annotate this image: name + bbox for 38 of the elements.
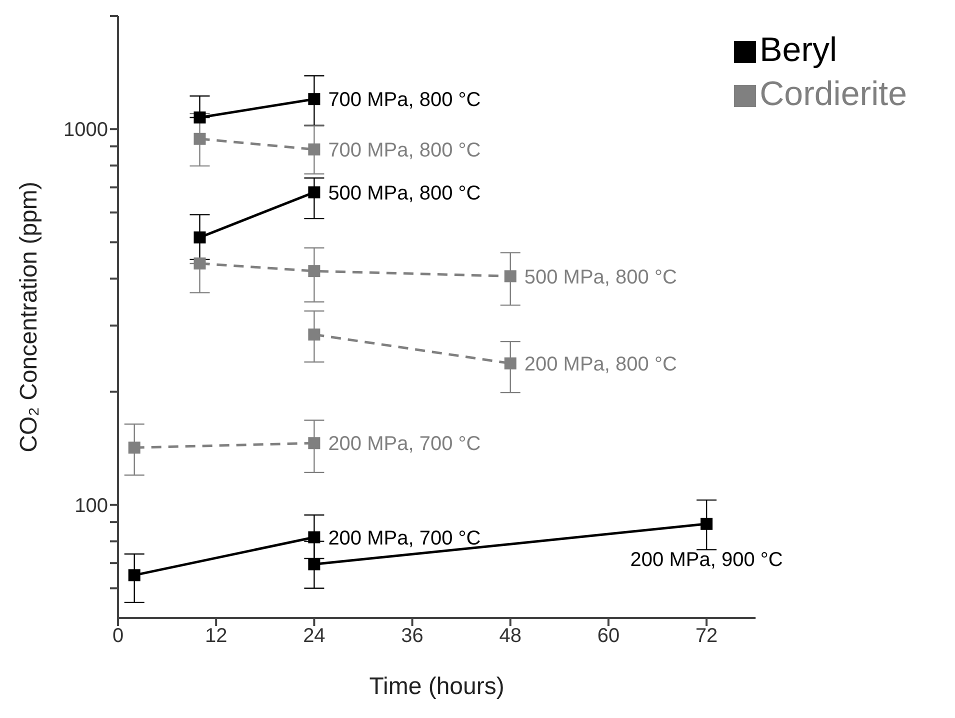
- legend-label: Cordierite: [760, 75, 907, 113]
- point: [128, 569, 140, 582]
- point: [308, 265, 320, 278]
- point: [504, 357, 516, 370]
- y-tick-label: 100: [74, 494, 108, 517]
- point: [308, 186, 320, 198]
- x-tick-label: 12: [204, 625, 228, 648]
- annotation: 500 MPa, 800 °C: [524, 266, 677, 288]
- point: [308, 558, 320, 570]
- point: [194, 257, 206, 270]
- x-tick-label: 72: [695, 625, 718, 648]
- point: [194, 132, 206, 145]
- annotation: 700 MPa, 800 °C: [328, 89, 481, 112]
- annotation: 500 MPa, 800 °C: [328, 182, 481, 204]
- point: [504, 270, 516, 282]
- annotation: 200 MPa, 800 °C: [524, 353, 677, 376]
- x-tick-label: 60: [597, 625, 620, 648]
- point: [308, 143, 320, 156]
- point: [308, 531, 320, 544]
- x-axis-title: Time (hours): [369, 673, 504, 700]
- point: [308, 328, 320, 341]
- point: [194, 231, 206, 244]
- annotation: 700 MPa, 800 °C: [328, 140, 481, 162]
- y-axis-title: CO₂ Concentration (ppm): [16, 182, 43, 452]
- x-tick-label: 0: [112, 625, 124, 648]
- legend-label: Beryl: [760, 31, 838, 69]
- y-tick-label: 1000: [64, 119, 108, 142]
- annotation: 200 MPa, 900 °C: [630, 549, 783, 572]
- point: [308, 93, 320, 106]
- point: [308, 437, 320, 450]
- point: [700, 518, 713, 530]
- x-tick-label: 36: [401, 625, 424, 648]
- x-tick-label: 48: [499, 625, 522, 648]
- annotation: 200 MPa, 700 °C: [328, 527, 481, 550]
- point: [194, 111, 206, 124]
- annotation: 200 MPa, 700 °C: [328, 433, 481, 456]
- point: [128, 442, 140, 454]
- x-tick-label: 24: [303, 625, 326, 648]
